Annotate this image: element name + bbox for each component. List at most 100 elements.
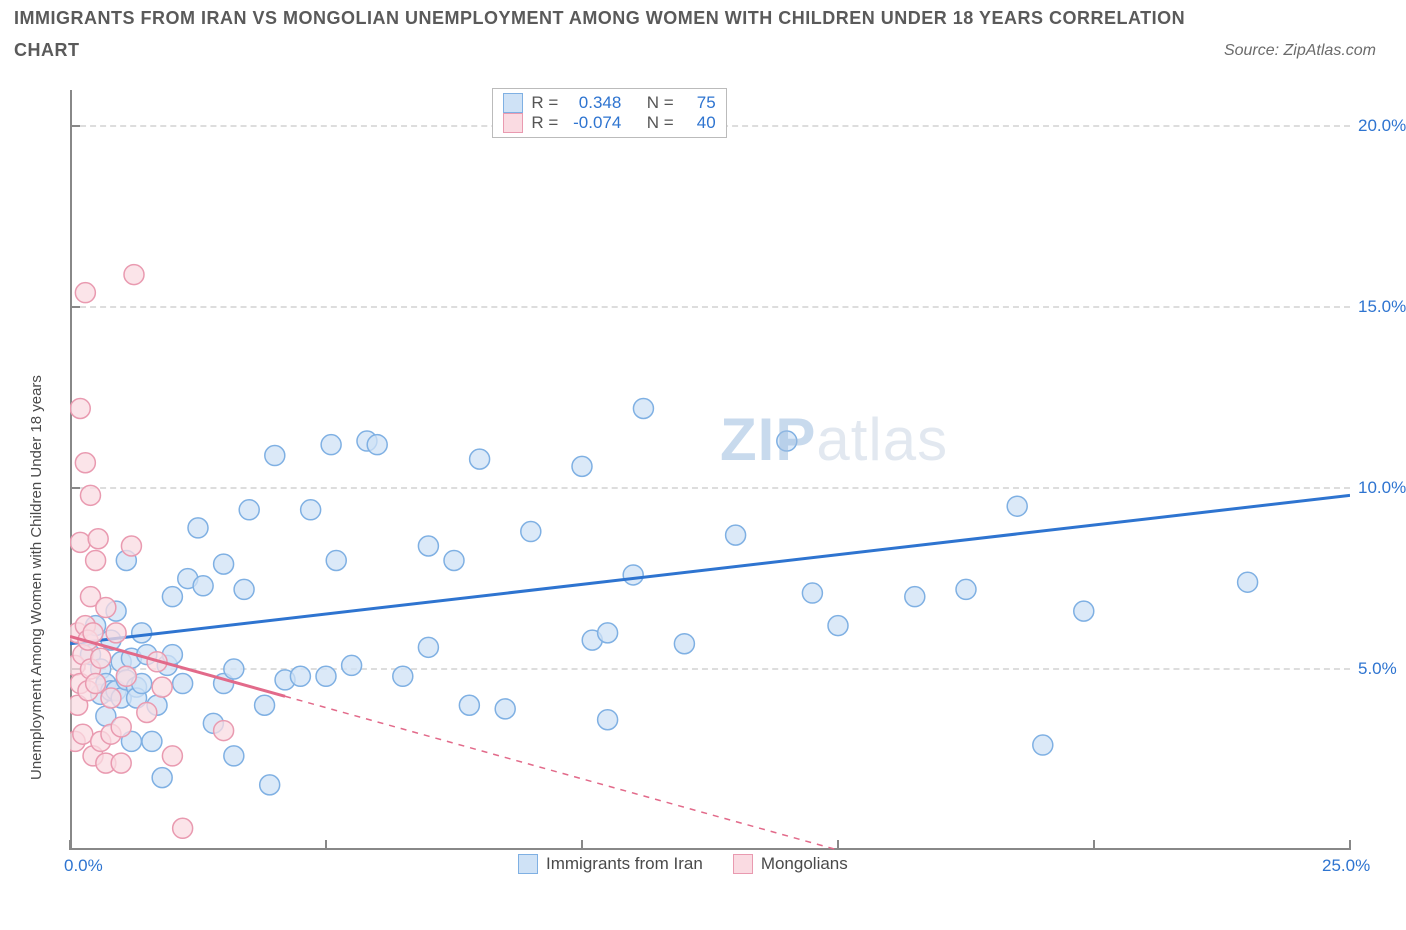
data-point-iran bbox=[301, 500, 321, 520]
data-point-iran bbox=[173, 674, 193, 694]
data-point-iran bbox=[623, 565, 643, 585]
y-tick-label: 10.0% bbox=[1358, 478, 1406, 498]
data-point-mongolians bbox=[75, 453, 95, 473]
data-point-iran bbox=[188, 518, 208, 538]
data-point-iran bbox=[152, 768, 172, 788]
data-point-mongolians bbox=[124, 265, 144, 285]
data-point-iran bbox=[802, 583, 822, 603]
data-point-mongolians bbox=[111, 717, 131, 737]
data-point-iran bbox=[905, 587, 925, 607]
data-point-iran bbox=[224, 746, 244, 766]
data-point-iran bbox=[1238, 572, 1258, 592]
data-point-mongolians bbox=[75, 283, 95, 303]
data-point-mongolians bbox=[70, 398, 90, 418]
chart-container: { "title_line1": "IMMIGRANTS FROM IRAN V… bbox=[0, 0, 1406, 930]
legend-r-value-iran: 0.348 bbox=[566, 93, 621, 113]
data-point-mongolians bbox=[152, 677, 172, 697]
legend-r-value-mongolians: -0.074 bbox=[566, 113, 621, 133]
legend-n-value-iran: 75 bbox=[682, 93, 716, 113]
watermark-zip: ZIP bbox=[720, 406, 816, 473]
data-point-iran bbox=[260, 775, 280, 795]
legend-series-label-mongolians: Mongolians bbox=[761, 854, 848, 874]
data-point-iran bbox=[956, 579, 976, 599]
data-point-mongolians bbox=[86, 550, 106, 570]
legend-n-label: N = bbox=[647, 93, 674, 113]
data-point-mongolians bbox=[91, 648, 111, 668]
legend-series-label-iran: Immigrants from Iran bbox=[546, 854, 703, 874]
legend-stat-row-iran: R = 0.348 N = 75 bbox=[503, 93, 715, 113]
legend-r-label: R = bbox=[531, 113, 558, 133]
legend-series-item-mongolians: Mongolians bbox=[733, 854, 848, 874]
data-point-mongolians bbox=[121, 536, 141, 556]
legend-swatch-mongolians bbox=[503, 113, 523, 133]
data-point-mongolians bbox=[88, 529, 108, 549]
chart-title-line2: CHART bbox=[14, 40, 80, 61]
data-point-mongolians bbox=[70, 532, 90, 552]
source-attribution: Source: ZipAtlas.com bbox=[1224, 42, 1376, 60]
legend-swatch-iran bbox=[518, 854, 538, 874]
data-point-iran bbox=[142, 731, 162, 751]
data-point-iran bbox=[495, 699, 515, 719]
data-point-iran bbox=[321, 435, 341, 455]
data-point-iran bbox=[459, 695, 479, 715]
legend-correlation-box: R = 0.348 N = 75R = -0.074 N = 40 bbox=[492, 88, 726, 138]
data-point-iran bbox=[1033, 735, 1053, 755]
data-point-mongolians bbox=[116, 666, 136, 686]
data-point-iran bbox=[342, 655, 362, 675]
chart-title-line1: IMMIGRANTS FROM IRAN VS MONGOLIAN UNEMPL… bbox=[14, 8, 1185, 29]
y-tick-label: 20.0% bbox=[1358, 116, 1406, 136]
data-point-iran bbox=[726, 525, 746, 545]
data-point-iran bbox=[290, 666, 310, 686]
data-point-mongolians bbox=[106, 623, 126, 643]
y-axis-label: Unemployment Among Women with Children U… bbox=[28, 375, 45, 780]
plot-area bbox=[70, 90, 1350, 850]
y-tick-label: 15.0% bbox=[1358, 297, 1406, 317]
data-point-mongolians bbox=[162, 746, 182, 766]
legend-r-label: R = bbox=[531, 93, 558, 113]
data-point-mongolians bbox=[73, 724, 93, 744]
data-point-iran bbox=[418, 536, 438, 556]
data-point-iran bbox=[193, 576, 213, 596]
data-point-iran bbox=[633, 398, 653, 418]
source-name: ZipAtlas.com bbox=[1284, 42, 1376, 59]
data-point-iran bbox=[367, 435, 387, 455]
legend-swatch-mongolians bbox=[733, 854, 753, 874]
data-point-iran bbox=[393, 666, 413, 686]
data-point-iran bbox=[214, 554, 234, 574]
data-point-iran bbox=[1074, 601, 1094, 621]
data-point-iran bbox=[1007, 496, 1027, 516]
data-point-mongolians bbox=[137, 702, 157, 722]
legend-series: Immigrants from Iran Mongolians bbox=[518, 854, 848, 874]
data-point-mongolians bbox=[214, 721, 234, 741]
x-tick-label: 25.0% bbox=[1322, 856, 1370, 876]
watermark: ZIPatlas bbox=[720, 405, 948, 474]
data-point-mongolians bbox=[111, 753, 131, 773]
y-tick-label: 5.0% bbox=[1358, 659, 1397, 679]
data-point-iran bbox=[132, 623, 152, 643]
legend-series-item-iran: Immigrants from Iran bbox=[518, 854, 703, 874]
legend-stat-row-mongolians: R =-0.074 N =40 bbox=[503, 113, 715, 133]
data-point-mongolians bbox=[96, 598, 116, 618]
data-point-iran bbox=[326, 550, 346, 570]
data-point-iran bbox=[265, 446, 285, 466]
data-point-iran bbox=[470, 449, 490, 469]
data-point-mongolians bbox=[80, 485, 100, 505]
data-point-iran bbox=[316, 666, 336, 686]
x-tick-label: 0.0% bbox=[64, 856, 103, 876]
data-point-mongolians bbox=[173, 818, 193, 838]
data-point-iran bbox=[239, 500, 259, 520]
data-point-mongolians bbox=[101, 688, 121, 708]
data-point-iran bbox=[162, 587, 182, 607]
data-point-iran bbox=[572, 456, 592, 476]
legend-n-value-mongolians: 40 bbox=[682, 113, 716, 133]
plot-svg bbox=[70, 90, 1350, 850]
data-point-iran bbox=[521, 522, 541, 542]
trend-line-dashed-mongolians bbox=[285, 696, 838, 850]
data-point-iran bbox=[674, 634, 694, 654]
data-point-mongolians bbox=[86, 674, 106, 694]
source-prefix: Source: bbox=[1224, 42, 1284, 59]
data-point-iran bbox=[224, 659, 244, 679]
legend-swatch-iran bbox=[503, 93, 523, 113]
data-point-iran bbox=[828, 616, 848, 636]
trend-line-iran bbox=[70, 495, 1350, 643]
